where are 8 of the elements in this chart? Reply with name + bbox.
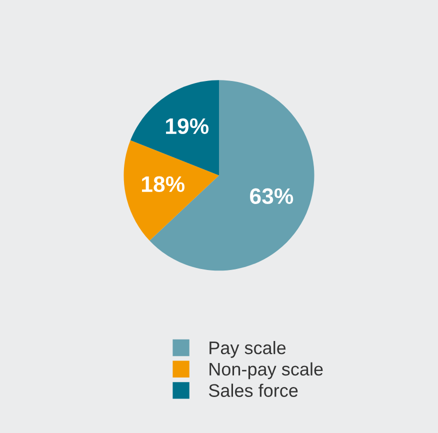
data-label: 63% <box>250 188 294 204</box>
legend-label: Non-pay scale <box>210 362 323 380</box>
pie-slice <box>124 140 219 241</box>
pie-slice <box>130 80 219 176</box>
data-label: 18% <box>142 176 185 192</box>
legend-label: Sales force <box>208 384 298 397</box>
data-label: 19% <box>166 118 209 134</box>
legend-label: Pay scale <box>210 341 286 358</box>
